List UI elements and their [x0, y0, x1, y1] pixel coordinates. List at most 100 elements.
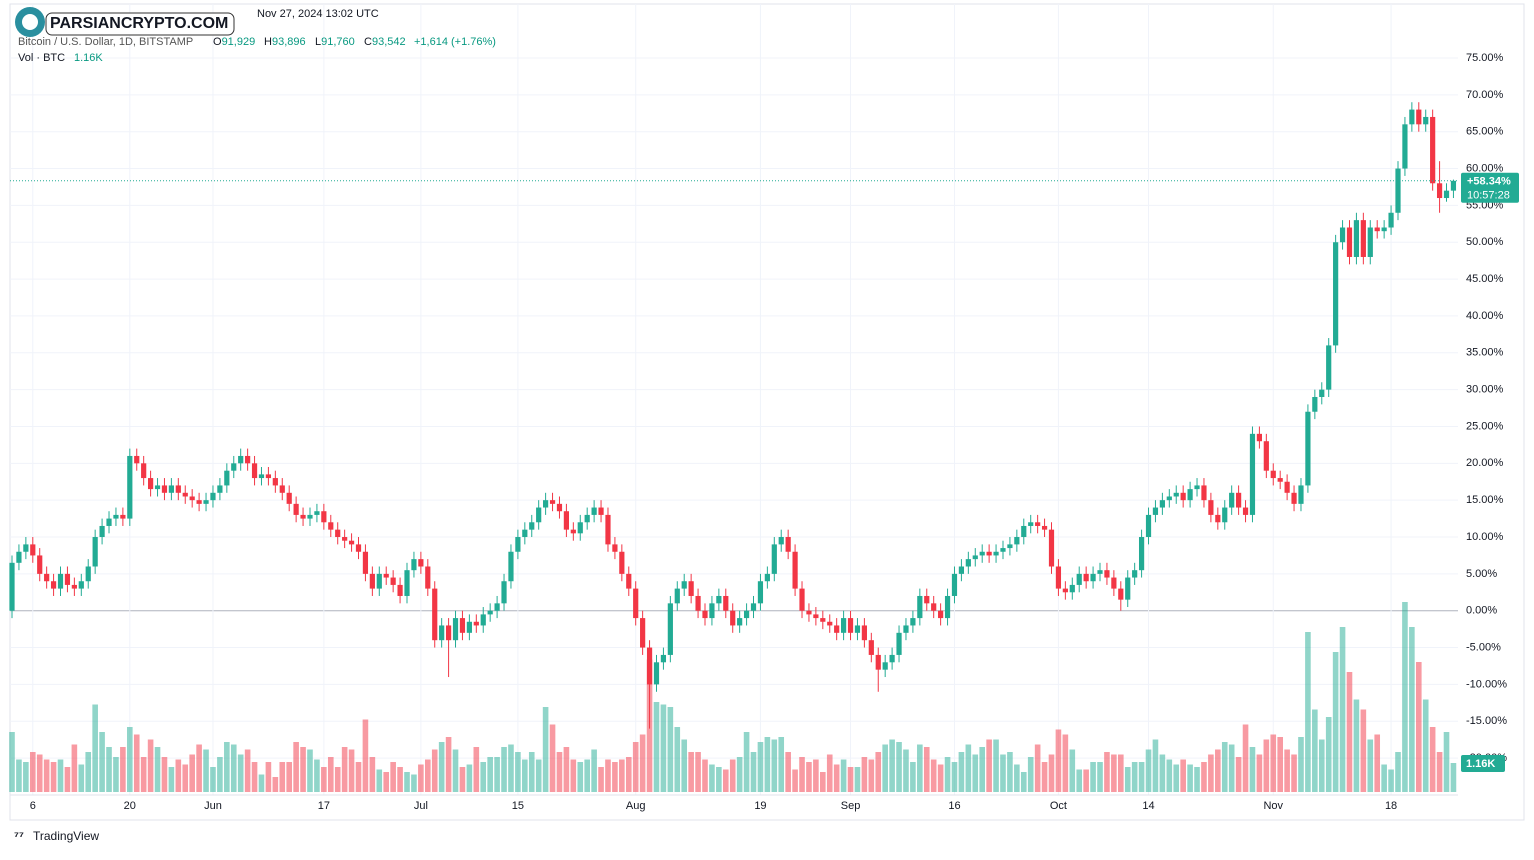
- volume-bar: [348, 749, 355, 792]
- candle-body: [397, 584, 403, 596]
- volume-bar: [113, 757, 119, 792]
- candle-body: [134, 455, 140, 464]
- volume-bar: [702, 759, 708, 792]
- candle-body: [168, 485, 174, 493]
- volume-bar: [549, 724, 556, 792]
- candle-body: [1090, 573, 1096, 582]
- volume-bar: [355, 762, 362, 792]
- candle-body: [1416, 109, 1422, 125]
- volume-bar: [9, 732, 15, 792]
- candle-body: [432, 588, 438, 641]
- candle-body: [1450, 180, 1457, 191]
- volume-axis-label: 1.16K: [1466, 758, 1495, 770]
- candle-body: [764, 573, 770, 582]
- candle-body: [563, 511, 569, 530]
- candle-body: [154, 485, 161, 490]
- y-tick-label: 20.00%: [1466, 457, 1504, 469]
- volume-bar: [438, 742, 445, 792]
- volume-bar: [563, 747, 570, 792]
- candle-body: [1138, 537, 1145, 571]
- volume-bar: [1076, 769, 1083, 792]
- candle-body: [1125, 577, 1131, 600]
- volume-bar: [1339, 627, 1346, 792]
- candle-body: [1118, 588, 1124, 600]
- y-tick-label: 25.00%: [1466, 420, 1504, 432]
- volume-bar: [376, 769, 383, 792]
- x-tick-label: 17: [318, 800, 330, 812]
- volume-bar: [445, 737, 452, 792]
- volume-bar: [230, 744, 237, 792]
- x-tick-label: 16: [948, 800, 960, 812]
- candle-body: [1333, 242, 1339, 346]
- candle-body: [660, 654, 667, 663]
- volume-bar: [958, 752, 965, 792]
- y-tick-label: 15.00%: [1466, 494, 1504, 506]
- candle-body: [1201, 485, 1207, 501]
- volume-bar: [542, 707, 549, 792]
- candle-body: [148, 478, 154, 490]
- candle-body: [1083, 573, 1089, 582]
- volume-bar: [16, 759, 22, 792]
- volume-bar: [986, 739, 992, 792]
- candle-body: [411, 559, 417, 571]
- volume-bar: [1104, 752, 1110, 792]
- candle-body: [1041, 525, 1048, 530]
- volume-bar: [210, 767, 216, 792]
- candle-body: [1388, 212, 1394, 228]
- candle-body: [570, 529, 576, 534]
- volume-bar: [1152, 739, 1159, 792]
- candle-body: [910, 618, 916, 626]
- volume-bar: [605, 759, 611, 792]
- volume-bar: [237, 754, 244, 792]
- candle-body: [210, 492, 216, 501]
- volume-bar: [1097, 762, 1103, 792]
- last-price-label: +58.34%: [1467, 176, 1511, 188]
- volume-bar: [868, 759, 875, 792]
- volume-bar: [120, 747, 126, 792]
- candle-body: [938, 610, 944, 619]
- volume-bar: [508, 744, 514, 792]
- volume-bar: [820, 772, 826, 792]
- candle-body: [189, 496, 195, 501]
- volume-bar: [314, 759, 320, 792]
- volume-bar: [327, 757, 334, 792]
- candle-body: [175, 485, 181, 493]
- volume-bar: [729, 759, 736, 792]
- candle-body: [1319, 389, 1325, 397]
- candle-body: [896, 632, 902, 655]
- volume-bar: [411, 774, 417, 792]
- candle-body: [404, 570, 410, 596]
- volume-bar: [23, 762, 29, 792]
- brand-logo: ⁷⁷: [14, 829, 24, 843]
- volume-bar: [459, 767, 466, 792]
- volume-bar: [1180, 759, 1186, 792]
- volume-bar: [792, 769, 798, 792]
- volume-bar: [64, 767, 71, 792]
- volume-bar: [92, 704, 98, 792]
- volume-bar: [515, 752, 521, 792]
- candle-body: [23, 544, 29, 552]
- candle-body: [425, 566, 431, 589]
- volume-bar: [161, 757, 168, 792]
- volume-bar: [258, 774, 265, 792]
- candle-body: [584, 514, 590, 523]
- volume-bar: [917, 744, 923, 792]
- y-tick-label: -5.00%: [1466, 641, 1501, 653]
- candle-body: [674, 588, 680, 604]
- volume-bar: [528, 752, 535, 792]
- candle-body: [127, 455, 133, 519]
- candle-body: [37, 555, 43, 574]
- volume-bar: [923, 747, 930, 792]
- volume-bar: [716, 767, 722, 792]
- volume-bar: [750, 752, 757, 792]
- candle-body: [1111, 577, 1117, 589]
- candle-body: [293, 503, 299, 515]
- plot: [9, 102, 1458, 792]
- candle-body: [646, 647, 653, 685]
- volume-bar: [833, 764, 840, 792]
- candle-body: [1215, 514, 1221, 523]
- volume-bar: [1034, 744, 1041, 792]
- candle-body: [806, 610, 812, 615]
- volume-bar: [29, 752, 36, 792]
